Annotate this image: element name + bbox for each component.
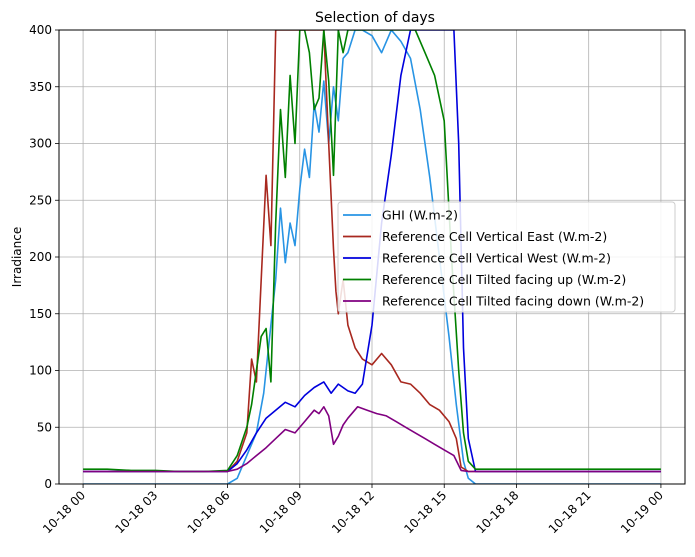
series-line-4	[83, 30, 661, 473]
x-axis-ticks: 10-18 00 10-18 03 10-18 06 10-18 09 10-18 12…	[40, 484, 666, 536]
y-axis-label: Irradiance	[10, 227, 24, 287]
legend-label: Reference Cell Vertical West (W.m-2)	[382, 251, 611, 266]
x-tick-label: 10-18 00	[40, 488, 88, 536]
y-tick-label: 50	[37, 420, 52, 434]
legend-box	[337, 201, 676, 313]
x-tick-label: 10-18 12	[329, 488, 377, 536]
y-tick-label: 250	[29, 193, 52, 207]
chart-title: Selection of days	[315, 10, 435, 26]
y-tick-label: 100	[29, 364, 52, 378]
y-axis-ticks: 0 50 100 150 200 250 300 350 400	[29, 23, 59, 491]
x-tick-label: 10-19 00	[618, 488, 666, 536]
x-tick-label: 10-18 15	[401, 488, 449, 536]
y-tick-label: 400	[29, 23, 52, 37]
legend-label: GHI (W.m-2)	[382, 208, 458, 223]
series-line-3	[83, 30, 661, 473]
y-tick-label: 150	[29, 307, 52, 321]
series-line-5	[83, 405, 661, 473]
legend: GHI (W.m-2) Reference Cell Vertical East …	[337, 201, 676, 313]
y-tick-label: 300	[29, 137, 52, 151]
y-tick-label: 0	[44, 477, 52, 491]
legend-label: Reference Cell Vertical East (W.m-2)	[382, 229, 607, 244]
x-tick-label: 10-18 03	[112, 488, 160, 536]
y-tick-label: 200	[29, 250, 52, 264]
x-tick-label: 10-18 21	[546, 488, 594, 536]
x-tick-label: 10-18 18	[474, 488, 522, 536]
x-tick-label: 10-18 09	[257, 488, 305, 536]
legend-label: Reference Cell Tilted facing up (W.m-2)	[382, 272, 626, 287]
legend-label: Reference Cell Tilted facing down (W.m-2…	[382, 294, 644, 309]
x-tick-label: 10-18 06	[185, 488, 233, 536]
series-line-2	[83, 30, 661, 473]
y-tick-label: 350	[29, 80, 52, 94]
